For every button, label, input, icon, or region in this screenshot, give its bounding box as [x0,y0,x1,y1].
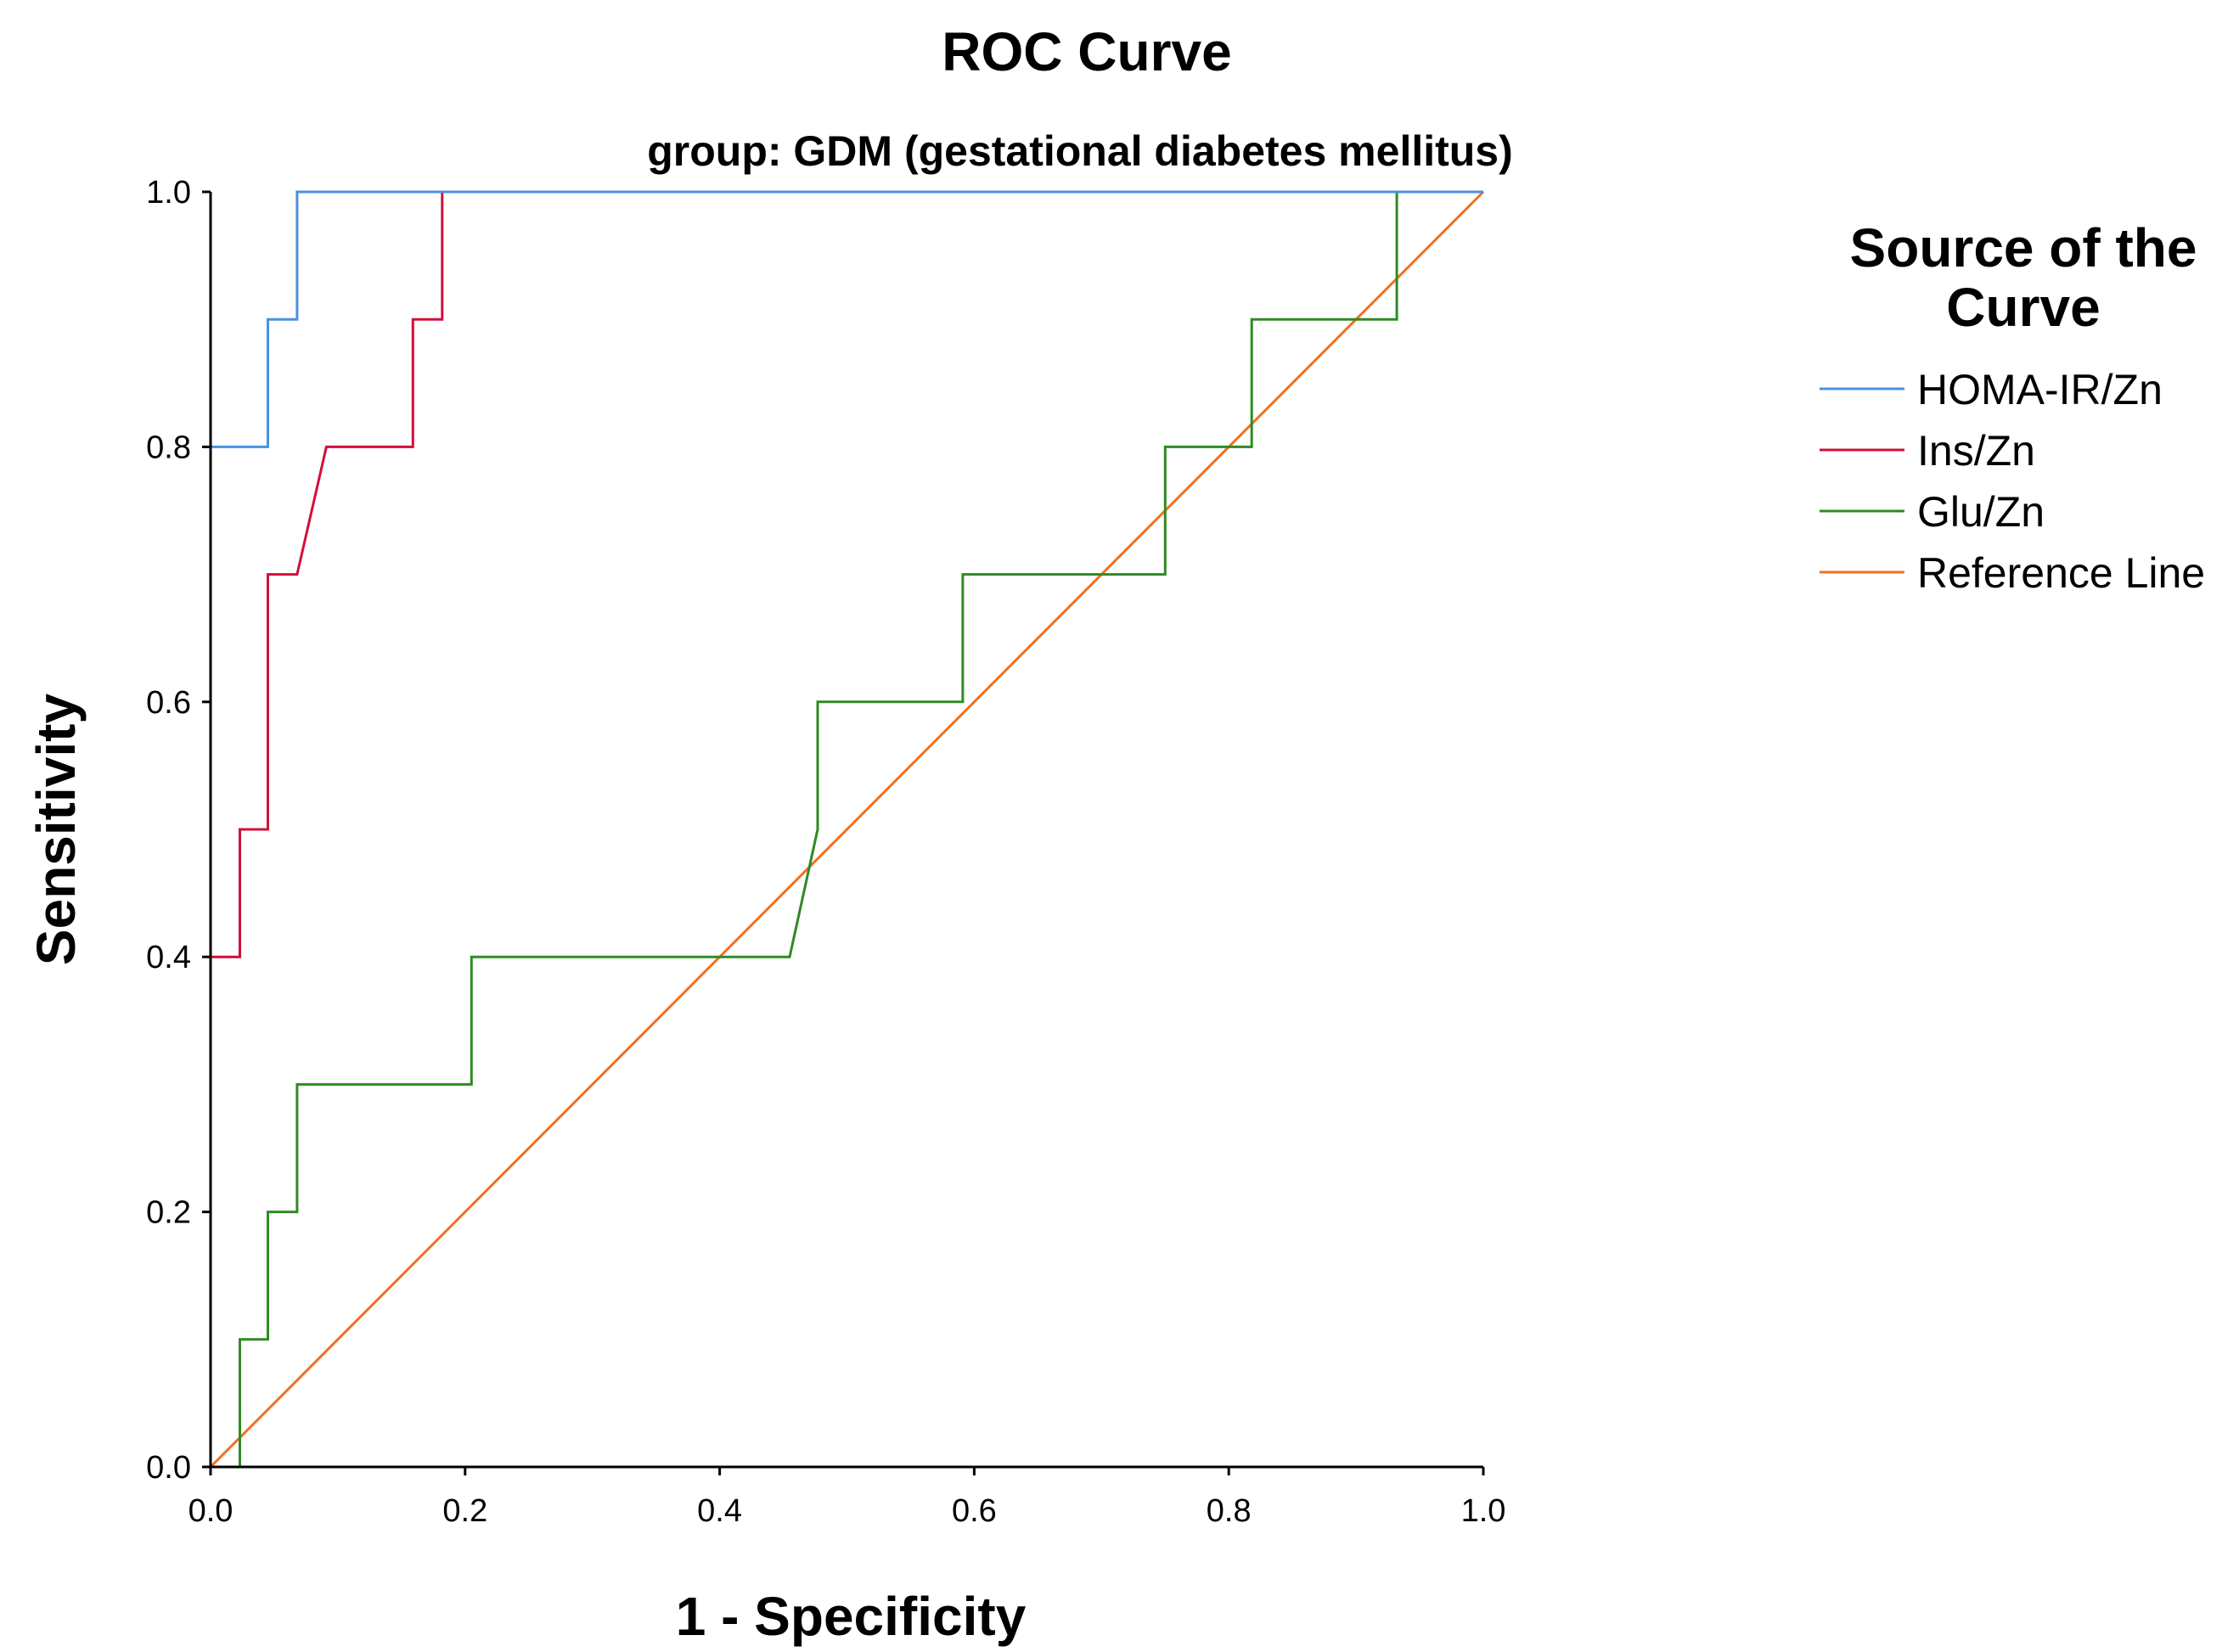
legend-label-glu-zn: Glu/Zn [1917,488,2045,536]
y-tick-label: 1.0 [146,175,191,211]
chart-subtitle: group: GDM (gestational diabetes mellitu… [647,127,1513,175]
x-axis-title: 1 - Specificity [676,1586,1027,1647]
y-axis-title: Sensitivity [25,694,87,966]
x-tick-label: 0.8 [1207,1493,1252,1529]
y-tick-label: 0.8 [146,430,191,465]
x-tick-label: 0.2 [442,1493,487,1529]
legend-label-reference-line: Reference Line [1917,549,2205,597]
x-tick-label: 0.4 [697,1493,742,1529]
legend-items: HOMA-IR/Zn Ins/Zn Glu/Zn Reference Line [1820,366,2205,597]
y-tick-label: 0.4 [146,940,191,975]
chart-title: ROC Curve [942,21,1231,82]
legend-title-line-2: Curve [1946,277,2100,338]
legend-title-line-1: Source of the [1850,217,2197,278]
x-ticks: 0.0 0.2 0.4 0.6 0.8 1.0 [188,1467,1506,1529]
y-tick-label: 0.6 [146,685,191,721]
legend-label-ins-zn: Ins/Zn [1917,427,2035,475]
x-tick-label: 0.0 [188,1493,233,1529]
y-tick-label: 0.0 [146,1450,191,1486]
series-line-glu-zn [211,190,1483,1469]
y-tick-label: 0.2 [146,1195,191,1231]
y-ticks: 0.0 0.2 0.4 0.6 0.8 1.0 [146,175,211,1486]
series-line-reference-line [209,190,1485,1469]
series-line-ins-zn [209,190,1483,1467]
legend-label-homa-ir-zn: HOMA-IR/Zn [1917,366,2163,413]
legend: Source of the Curve HOMA-IR/Zn Ins/Zn Glu/… [1820,217,2205,597]
x-tick-label: 0.6 [952,1493,997,1529]
series-layer [209,190,1485,1469]
x-tick-label: 1.0 [1461,1493,1506,1529]
